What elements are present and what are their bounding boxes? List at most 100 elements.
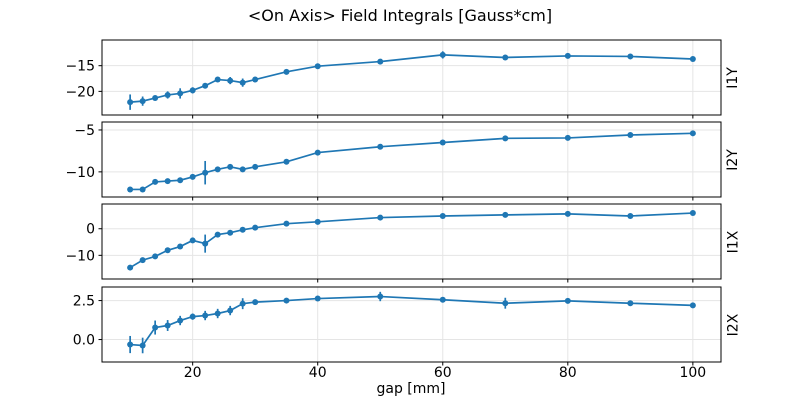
data-point <box>177 90 184 97</box>
panel-i2x: 20 40 60 80 100 2.5 0.0 <box>73 286 722 381</box>
data-point <box>164 247 171 254</box>
data-point <box>283 158 290 165</box>
data-point <box>314 149 321 156</box>
data-point <box>177 317 184 324</box>
data-point <box>439 139 446 146</box>
x-tick-label: 40 <box>309 365 327 381</box>
data-point <box>227 163 234 170</box>
data-point <box>189 173 196 180</box>
y-tick-label: 2.5 <box>73 294 95 310</box>
y-tick-label: −15 <box>65 59 95 75</box>
panel-label-i1x-text: I1X <box>724 230 741 253</box>
data-point <box>214 166 221 173</box>
data-point <box>564 210 571 217</box>
data-point <box>152 253 159 260</box>
chart-title: <On Axis> Field Integrals [Gauss*cm] <box>247 6 553 25</box>
data-point <box>283 68 290 75</box>
panel-label-i1y: I1Y <box>720 40 746 115</box>
data-point <box>202 169 209 176</box>
data-point <box>177 177 184 184</box>
data-point <box>139 186 146 193</box>
data-point <box>214 231 221 238</box>
data-point <box>152 324 159 331</box>
data-point <box>239 166 246 173</box>
data-point <box>239 300 246 307</box>
data-point <box>627 212 634 219</box>
data-point <box>502 135 509 142</box>
y-tick-label: −20 <box>65 84 95 100</box>
data-point <box>139 98 146 105</box>
data-point <box>252 224 259 231</box>
data-point <box>564 52 571 59</box>
data-point <box>627 53 634 60</box>
data-point <box>239 79 246 86</box>
data-point <box>689 56 696 63</box>
x-axis-label: gap [mm] <box>376 381 446 397</box>
data-point <box>439 296 446 303</box>
data-point <box>227 307 234 314</box>
data-point <box>202 240 209 247</box>
y-tick-label: −10 <box>65 165 95 181</box>
data-point <box>239 226 246 233</box>
data-point <box>189 237 196 244</box>
x-tick-label: 80 <box>559 365 577 381</box>
data-point <box>689 130 696 137</box>
x-tick-label: 100 <box>679 365 706 381</box>
data-point <box>127 186 134 193</box>
data-point <box>502 54 509 61</box>
data-point <box>139 342 146 349</box>
data-point <box>689 210 696 217</box>
axes-spines <box>101 121 722 198</box>
data-line-i2x <box>130 295 693 347</box>
panel-label-i2x-text: I2X <box>724 313 741 336</box>
data-point <box>152 178 159 185</box>
data-point <box>627 131 634 138</box>
data-point <box>214 76 221 83</box>
data-point <box>564 297 571 304</box>
panel-label-i2y: I2Y <box>720 122 746 197</box>
data-point <box>314 295 321 302</box>
y-tick-label: −10 <box>65 248 95 264</box>
data-point <box>283 297 290 304</box>
panel-i1y: −15 −20 <box>65 39 722 119</box>
data-point <box>689 302 696 309</box>
data-point <box>502 211 509 218</box>
data-line-i2y <box>130 132 693 191</box>
data-point <box>314 218 321 225</box>
data-point <box>252 163 259 170</box>
panel-i1x: 0 −10 <box>65 203 722 283</box>
data-point <box>377 293 384 300</box>
panel-label-i1y-text: I1Y <box>725 66 741 89</box>
data-line-i1y <box>130 54 693 104</box>
data-point <box>227 229 234 236</box>
data-point <box>283 220 290 227</box>
x-tick-label: 20 <box>184 365 202 381</box>
y-tick-label: 0.0 <box>73 333 95 349</box>
data-point <box>189 87 196 94</box>
panel-label-i2y-text: I2Y <box>725 148 741 171</box>
data-point <box>202 312 209 319</box>
data-point <box>439 51 446 58</box>
data-point <box>177 243 184 250</box>
data-point <box>139 257 146 264</box>
data-line-i1x <box>129 212 693 269</box>
data-point <box>627 300 634 307</box>
panel-label-i2x: I2X <box>720 287 746 362</box>
y-tick-label: −5 <box>74 123 95 139</box>
y-tick-label: 0 <box>86 222 95 238</box>
data-point <box>439 212 446 219</box>
data-point <box>127 264 134 271</box>
data-point <box>252 299 259 306</box>
data-point <box>127 99 134 106</box>
axes-spines <box>101 203 722 280</box>
data-point <box>252 76 259 83</box>
panel-i2y: −5 −10 <box>65 121 722 201</box>
data-point <box>164 178 171 185</box>
data-point <box>127 341 134 348</box>
data-point <box>314 63 321 70</box>
axes-spines <box>101 286 722 363</box>
data-point <box>227 77 234 84</box>
data-point <box>502 300 509 307</box>
